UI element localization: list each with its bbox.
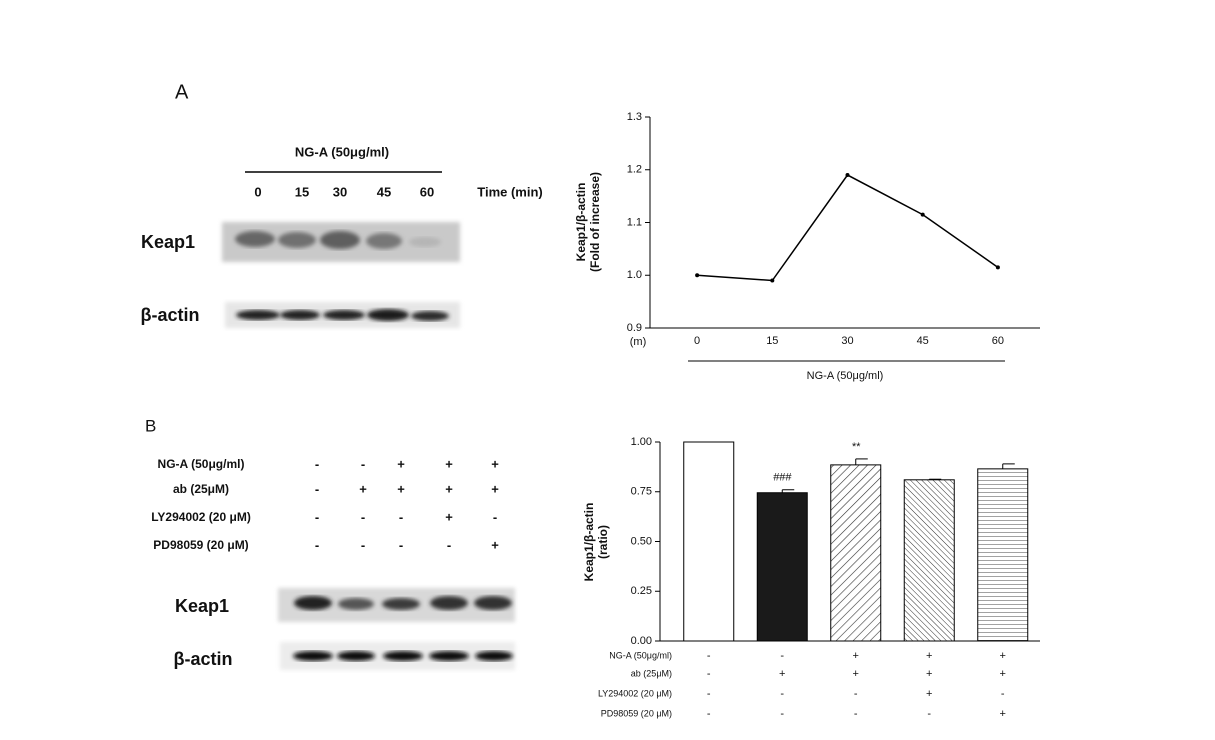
- treatment-sign: +: [853, 650, 859, 662]
- significance: ###: [773, 472, 792, 484]
- treatment-sign: +: [926, 688, 932, 700]
- bar: [903, 479, 955, 642]
- treatment-sign: -: [315, 456, 319, 471]
- treatment-name: LY294002 (20 μM): [598, 688, 672, 698]
- treatment-sign: -: [780, 688, 784, 700]
- treatment-sign: -: [1001, 688, 1005, 700]
- bar: [977, 468, 1029, 642]
- treatment-name: NG-A (50μg/ml): [158, 457, 245, 471]
- treatment-sign: +: [491, 456, 499, 471]
- lane-label: 15: [295, 184, 309, 199]
- lane-label: 30: [333, 184, 347, 199]
- treatment-sign: -: [854, 688, 858, 700]
- y-tick-label: 1.2: [627, 164, 642, 176]
- blot-b: [278, 588, 515, 670]
- treatment-sign: -: [361, 537, 365, 552]
- panel-label: B: [145, 416, 156, 435]
- bar: [756, 492, 808, 642]
- treatment-name: ab (25μM): [173, 482, 229, 496]
- treatment-sign: -: [780, 708, 784, 720]
- treatment-sign: +: [359, 481, 367, 496]
- y-tick-label: 1.3: [627, 111, 642, 123]
- treatment-sign: +: [1000, 650, 1006, 662]
- lane-label: 0: [254, 184, 261, 199]
- treatment-sign: -: [854, 708, 858, 720]
- treatment-name: ab (25μM): [631, 668, 672, 678]
- y-tick-label: 1.00: [631, 436, 652, 448]
- y-tick-label: 1.0: [627, 269, 642, 281]
- y-axis-label: (Fold of increase): [588, 172, 602, 272]
- row-label: β-actin: [141, 305, 200, 325]
- data-point: [920, 212, 925, 217]
- y-axis-label: Keap1/β-actin: [574, 183, 588, 262]
- treatment-sign: -: [493, 509, 497, 524]
- data-point: [995, 265, 1000, 270]
- lane-label: 45: [377, 184, 391, 199]
- treatment-sign: +: [445, 456, 453, 471]
- blot-a: [222, 222, 460, 328]
- data-point: [845, 173, 850, 178]
- y-tick-label: 0.9: [627, 322, 642, 334]
- bar: [683, 441, 735, 642]
- row-label: Keap1: [141, 232, 195, 252]
- significance: **: [851, 441, 860, 453]
- treatment-sign: -: [927, 708, 931, 720]
- treatment-sign: +: [779, 668, 785, 680]
- y-tick-label: 0.00: [631, 635, 652, 647]
- lane-title: Time (min): [477, 184, 543, 199]
- data-point: [695, 273, 700, 278]
- treatment-sign: +: [926, 650, 932, 662]
- x-tick-label: 0: [694, 335, 700, 347]
- data-line: [697, 174, 999, 282]
- treatment-sign: -: [780, 650, 784, 662]
- treatment-sign: -: [399, 537, 403, 552]
- lane-label: 60: [420, 184, 434, 199]
- x-tick-label: 60: [992, 335, 1004, 347]
- y-axis-label: Keap1/β-actin: [582, 503, 596, 582]
- x-tick-label: 45: [917, 335, 929, 347]
- y-tick-label: 0.75: [631, 486, 652, 498]
- treatment-sign: -: [707, 688, 711, 700]
- treatment-sign: +: [491, 537, 499, 552]
- treatment-sign: -: [399, 509, 403, 524]
- treatment-sign: +: [397, 456, 405, 471]
- treatment-sign: +: [853, 668, 859, 680]
- treatment-sign: -: [707, 668, 711, 680]
- treatment-sign: -: [447, 537, 451, 552]
- x-axis-label: NG-A (50μg/ml): [807, 370, 884, 382]
- treatment-sign: +: [926, 668, 932, 680]
- treatment-sign: +: [1000, 668, 1006, 680]
- treatment-sign: -: [315, 509, 319, 524]
- y-tick-label: 1.1: [627, 216, 642, 228]
- x-unit: (m): [630, 336, 647, 348]
- treatment-sign: -: [315, 537, 319, 552]
- bar: [830, 464, 882, 642]
- x-tick-label: 15: [766, 335, 778, 347]
- treatment-sign: +: [397, 481, 405, 496]
- treatment-sign: -: [707, 650, 711, 662]
- treatment-sign: +: [445, 509, 453, 524]
- treatment-sign: -: [707, 708, 711, 720]
- treatment-sign: -: [361, 509, 365, 524]
- row-label: β-actin: [174, 649, 233, 669]
- row-label: Keap1: [175, 596, 229, 616]
- panel-label: A: [175, 81, 189, 103]
- treatment-name: PD98059 (20 μM): [601, 708, 672, 718]
- data-point: [770, 278, 775, 283]
- y-tick-label: 0.50: [631, 535, 652, 547]
- treatment-sign: -: [315, 481, 319, 496]
- treatment-name: PD98059 (20 μM): [153, 538, 248, 552]
- y-tick-label: 0.25: [631, 585, 652, 597]
- treatment-label: NG-A (50μg/ml): [295, 144, 389, 159]
- treatment-sign: +: [491, 481, 499, 496]
- treatment-name: NG-A (50μg/ml): [609, 650, 672, 660]
- y-axis-label: (ratio): [596, 525, 610, 559]
- x-tick-label: 30: [841, 335, 853, 347]
- treatment-sign: -: [361, 456, 365, 471]
- treatment-sign: +: [445, 481, 453, 496]
- treatment-name: LY294002 (20 μM): [151, 510, 251, 524]
- treatment-sign: +: [1000, 708, 1006, 720]
